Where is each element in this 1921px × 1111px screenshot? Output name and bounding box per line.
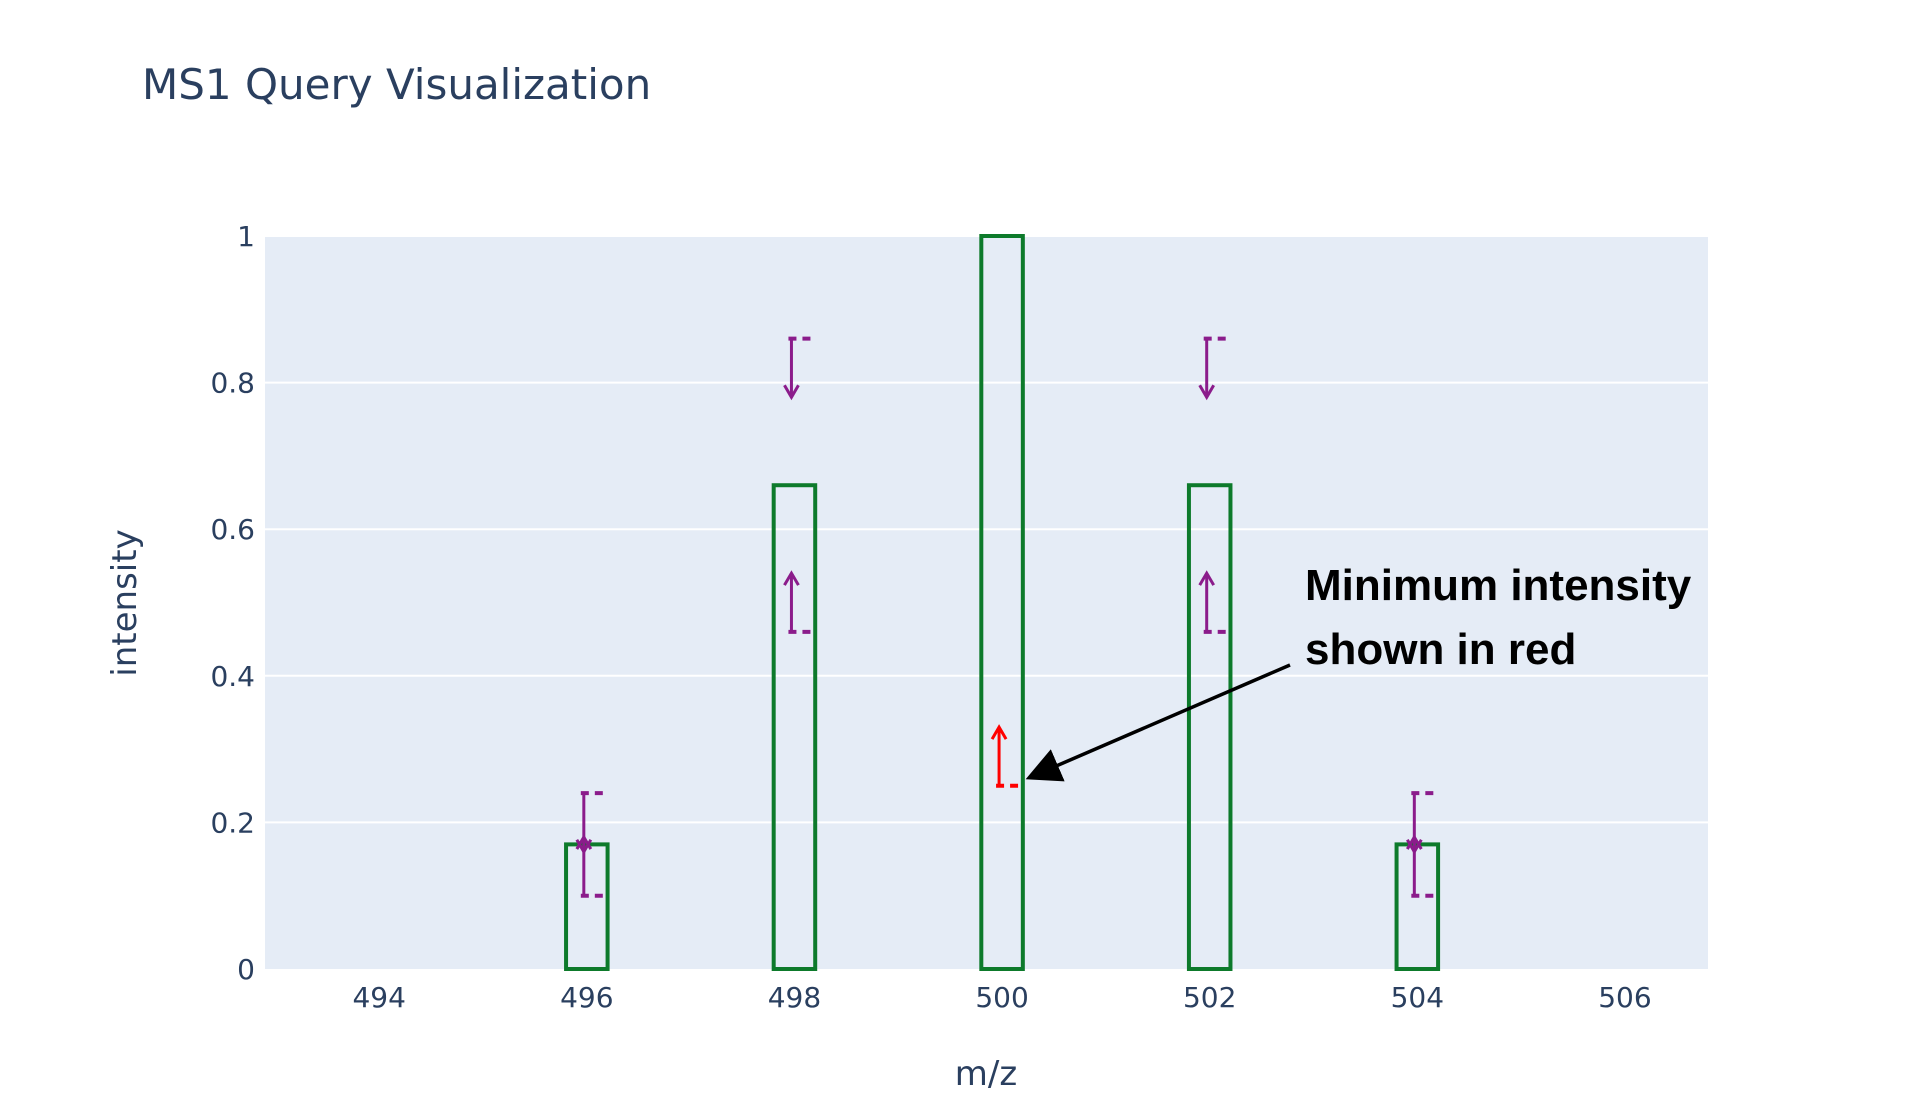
chart-title: MS1 Query Visualization <box>142 60 651 109</box>
intensity-range-marker <box>1406 791 1438 898</box>
intensity-range-marker <box>575 791 607 898</box>
gridlines <box>265 235 1708 824</box>
max-arrow-head <box>1406 838 1423 855</box>
y-axis-ticks: 0 0.2 0.4 0.6 0.8 1 <box>210 220 255 986</box>
x-axis-title: m/z <box>955 1054 1017 1094</box>
annotation-line-2: shown in red <box>1305 625 1576 674</box>
y-tick-label: 0.8 <box>210 367 255 400</box>
annotation-line-1: Minimum intensity <box>1305 561 1692 610</box>
max-arrow-head <box>783 384 800 401</box>
y-axis-title: intensity <box>105 529 145 676</box>
intensity-range-marker <box>1198 336 1230 634</box>
x-tick-label: 494 <box>352 981 405 1014</box>
y-tick-label: 0 <box>237 953 255 986</box>
annotation-arrow <box>1025 663 1291 782</box>
peak-bar <box>1186 483 1233 971</box>
peak-bar <box>771 483 818 971</box>
x-tick-label: 502 <box>1183 981 1236 1014</box>
x-tick-label: 498 <box>768 981 821 1014</box>
max-arrow-head <box>1198 384 1215 401</box>
y-tick-label: 0.2 <box>210 806 255 839</box>
x-tick-label: 504 <box>1391 981 1444 1014</box>
x-axis-ticks: 494 496 498 500 502 504 506 <box>352 981 1651 1014</box>
intensity-range-marker <box>783 336 815 634</box>
y-tick-label: 1 <box>237 220 255 253</box>
min-arrow-head <box>990 724 1008 740</box>
x-tick-label: 500 <box>975 981 1028 1014</box>
intensity-range-marker <box>990 724 1023 788</box>
min-arrow-head <box>783 570 800 586</box>
plot-area <box>265 236 1708 969</box>
peak-bar <box>979 234 1025 971</box>
y-tick-label: 0.6 <box>210 513 255 546</box>
x-tick-label: 496 <box>560 981 613 1014</box>
peak-bars <box>564 234 1441 972</box>
annotation: Minimum intensity shown in red <box>1025 561 1692 782</box>
x-tick-label: 506 <box>1598 981 1651 1014</box>
intensity-range-markers <box>575 336 1438 898</box>
max-arrow-head <box>575 838 593 855</box>
min-arrow-head <box>1198 570 1215 586</box>
y-tick-label: 0.4 <box>210 660 255 693</box>
